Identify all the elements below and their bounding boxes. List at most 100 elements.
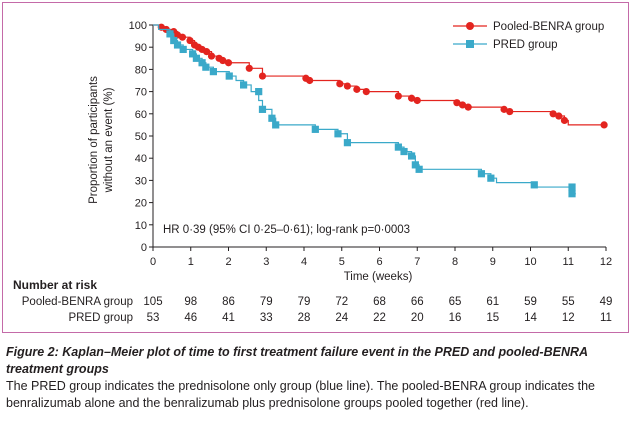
marker-pred xyxy=(209,68,217,76)
marker-pred xyxy=(189,50,197,58)
y-tick-label: 20 xyxy=(135,198,147,210)
y-tick-label: 10 xyxy=(135,220,147,232)
marker-pred xyxy=(192,54,201,62)
risk-value-benra: 79 xyxy=(260,296,273,308)
y-tick-label: 90 xyxy=(135,42,147,54)
risk-value-pred: 22 xyxy=(373,312,386,324)
marker-pred xyxy=(198,59,206,67)
y-axis-label-line2: without an event (%) xyxy=(103,87,115,193)
marker-pred xyxy=(334,130,342,138)
risk-value-benra: 105 xyxy=(143,296,162,308)
caption-label: Figure 2: xyxy=(6,345,59,359)
marker-pred xyxy=(225,72,233,80)
marker-pred xyxy=(530,181,538,189)
marker-pred xyxy=(311,125,319,133)
marker-benra xyxy=(207,52,216,60)
risk-value-benra: 61 xyxy=(486,296,499,308)
marker-benra xyxy=(203,48,211,56)
marker-pred xyxy=(343,139,352,147)
marker-pred xyxy=(477,170,486,178)
y-tick-label: 70 xyxy=(135,87,147,99)
marker-benra xyxy=(506,107,514,116)
legend-label-benra: Pooled-BENRA group xyxy=(493,21,604,33)
x-tick-label: 7 xyxy=(414,256,420,268)
risk-value-pred: 41 xyxy=(222,312,235,324)
risk-value-benra: 66 xyxy=(411,296,424,308)
marker-benra xyxy=(453,99,461,107)
x-tick-label: 12 xyxy=(600,256,612,268)
risk-value-benra: 65 xyxy=(449,296,462,308)
marker-pred xyxy=(173,41,182,49)
marker-pred xyxy=(407,152,416,160)
x-tick-label: 11 xyxy=(563,256,574,268)
caption-body: The PRED group indicates the prednisolon… xyxy=(6,379,596,410)
marker-benra xyxy=(394,92,402,100)
caption-title-text: Kaplan–Meier plot of time to first treat… xyxy=(6,345,588,376)
marker-benra xyxy=(245,64,253,72)
risk-value-benra: 55 xyxy=(562,296,575,308)
x-tick-label: 10 xyxy=(524,256,536,268)
marker-pred xyxy=(394,143,402,151)
risk-value-pred: 14 xyxy=(524,312,537,324)
caption-title: Figure 2: Kaplan–Meier plot of time to f… xyxy=(6,344,626,378)
risk-row-label-pred: PRED group xyxy=(68,312,133,324)
risk-value-pred: 12 xyxy=(562,312,575,324)
risk-value-benra: 79 xyxy=(298,296,311,308)
marker-pred xyxy=(272,121,280,129)
risk-value-pred: 11 xyxy=(600,312,612,324)
marker-pred xyxy=(202,63,210,71)
risk-value-benra: 98 xyxy=(184,296,197,308)
figure-panel: 0 10 20 30 40 50 60 70 80 90 100 0 1 2 3 4 5 6 7 8 9 10 11 12 P… xyxy=(2,2,629,333)
marker-benra xyxy=(258,72,267,80)
marker-benra xyxy=(413,96,421,105)
risk-value-pred: 53 xyxy=(147,312,160,324)
marker-benra xyxy=(353,85,361,93)
marker-pred xyxy=(255,88,263,96)
marker-benra xyxy=(343,82,352,90)
marker-benra xyxy=(500,105,508,113)
marker-benra xyxy=(464,103,472,111)
x-tick-label: 9 xyxy=(490,256,496,268)
number-at-risk-title: Number at risk xyxy=(13,278,97,292)
marker-pred xyxy=(411,161,419,169)
y-tick-label: 40 xyxy=(135,153,147,165)
risk-value-benra: 72 xyxy=(335,296,348,308)
y-tick-label: 50 xyxy=(135,131,147,143)
x-tick-label: 1 xyxy=(188,256,194,268)
risk-value-pred: 28 xyxy=(298,312,311,324)
marker-pred xyxy=(170,36,178,45)
marker-pred xyxy=(258,105,267,113)
y-tick-label: 0 xyxy=(141,242,147,254)
marker-benra xyxy=(219,56,227,65)
y-tick-label: 60 xyxy=(135,109,147,121)
risk-value-pred: 15 xyxy=(486,312,499,324)
marker-pred xyxy=(568,190,576,198)
risk-value-pred: 46 xyxy=(184,312,197,324)
marker-benra xyxy=(224,59,233,67)
legend-label-pred: PRED group xyxy=(493,39,558,51)
x-axis-label: Time (weeks) xyxy=(344,271,413,283)
marker-benra xyxy=(549,110,557,118)
y-axis-label-line1: Proportion of participants xyxy=(88,76,100,204)
risk-value-benra: 68 xyxy=(373,296,386,308)
marker-pred xyxy=(179,45,187,54)
marker-pred xyxy=(240,81,248,89)
figure-caption: Figure 2: Kaplan–Meier plot of time to f… xyxy=(6,344,626,412)
marker-pred xyxy=(400,147,408,156)
marker-benra xyxy=(306,76,314,85)
risk-value-benra: 49 xyxy=(600,296,613,308)
marker-pred xyxy=(268,114,276,122)
marker-benra xyxy=(336,80,344,88)
marker-benra xyxy=(178,33,187,41)
risk-value-pred: 16 xyxy=(449,312,462,324)
x-tick-label: 3 xyxy=(263,256,269,268)
risk-value-pred: 20 xyxy=(411,312,424,324)
risk-value-benra: 59 xyxy=(524,296,537,308)
marker-benra xyxy=(555,112,563,120)
marker-pred xyxy=(487,174,495,182)
y-tick-label: 80 xyxy=(135,64,147,76)
y-tick-label: 30 xyxy=(135,175,147,187)
hr-annotation: HR 0·39 (95% CI 0·25–0·61); log-rank p=0… xyxy=(163,224,410,236)
marker-benra xyxy=(560,116,569,125)
